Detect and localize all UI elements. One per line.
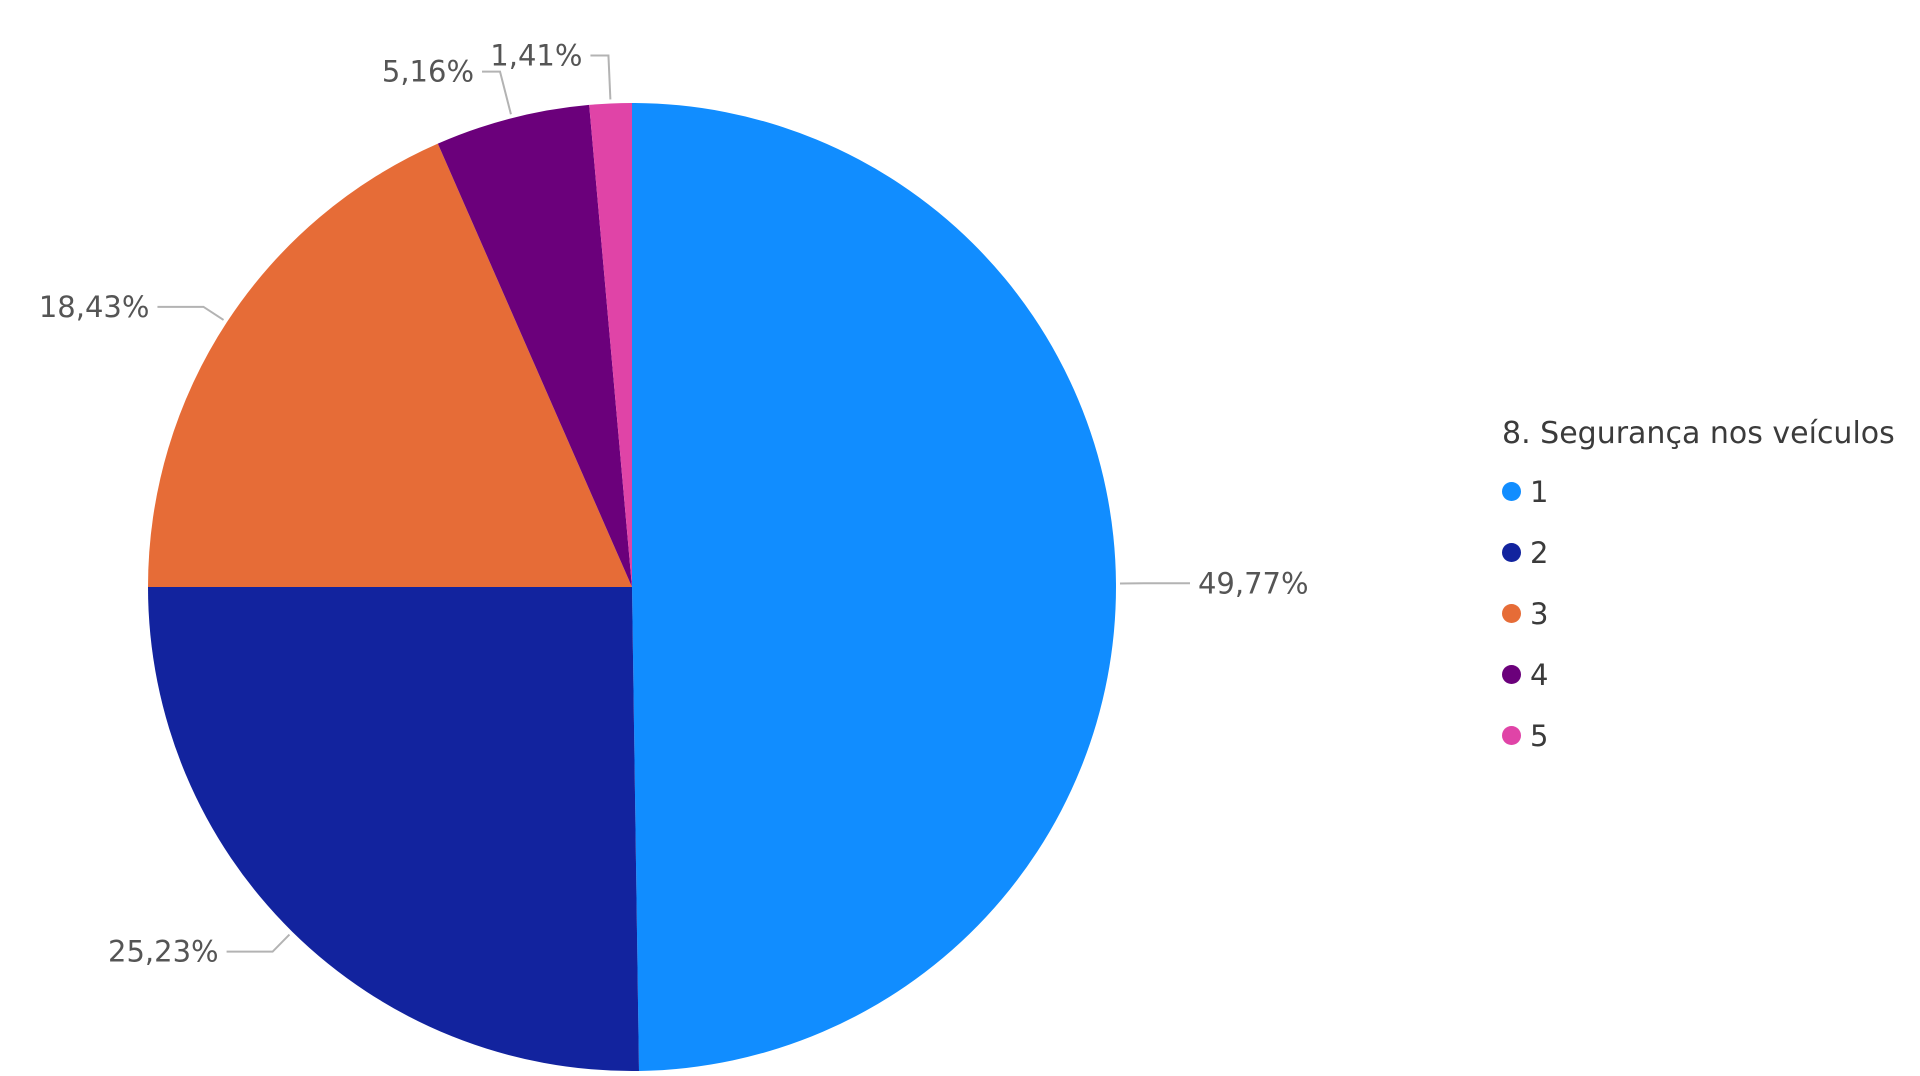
- legend-item-4[interactable]: 4: [1502, 644, 1895, 705]
- legend-item-2[interactable]: 2: [1502, 522, 1895, 583]
- legend-dot-icon: [1502, 482, 1521, 501]
- pie-slices: [147, 103, 1116, 1071]
- legend-label: 5: [1530, 718, 1549, 753]
- legend-label: 3: [1530, 596, 1549, 631]
- legend-item-5[interactable]: 5: [1502, 705, 1895, 766]
- legend-item-3[interactable]: 3: [1502, 583, 1895, 644]
- pie-slice-3[interactable]: [148, 143, 632, 587]
- legend: 8. Segurança nos veículos 1 2 3 4 5: [1502, 416, 1895, 766]
- pie-slice-5[interactable]: [589, 103, 632, 587]
- leader-line-2: [226, 933, 291, 953]
- pie-slice-4[interactable]: [437, 104, 632, 588]
- data-label-5: 1,41%: [490, 39, 582, 73]
- pie-slice-2[interactable]: [147, 587, 639, 1071]
- data-label-4: 5,16%: [382, 55, 474, 89]
- legend-title: 8. Segurança nos veículos: [1502, 416, 1895, 451]
- leader-line-5: [590, 54, 612, 100]
- legend-item-1[interactable]: 1: [1502, 461, 1895, 522]
- data-label-2: 25,23%: [108, 935, 219, 969]
- leader-line-3: [157, 305, 225, 321]
- data-labels: 49,77% 25,23% 18,43% 5,16% 1,41%: [39, 39, 1309, 969]
- pie-slice-1[interactable]: [632, 103, 1116, 1071]
- legend-label: 4: [1530, 657, 1549, 692]
- legend-dot-icon: [1502, 726, 1521, 745]
- data-label-3: 18,43%: [39, 290, 150, 324]
- legend-items: 1 2 3 4 5: [1502, 461, 1895, 766]
- leader-line-4: [482, 70, 512, 115]
- legend-dot-icon: [1502, 604, 1521, 623]
- leader-lines: [157, 54, 1190, 953]
- legend-label: 1: [1530, 474, 1549, 509]
- legend-dot-icon: [1502, 665, 1521, 684]
- legend-dot-icon: [1502, 543, 1521, 562]
- data-label-1: 49,77%: [1198, 566, 1309, 600]
- legend-label: 2: [1530, 535, 1549, 570]
